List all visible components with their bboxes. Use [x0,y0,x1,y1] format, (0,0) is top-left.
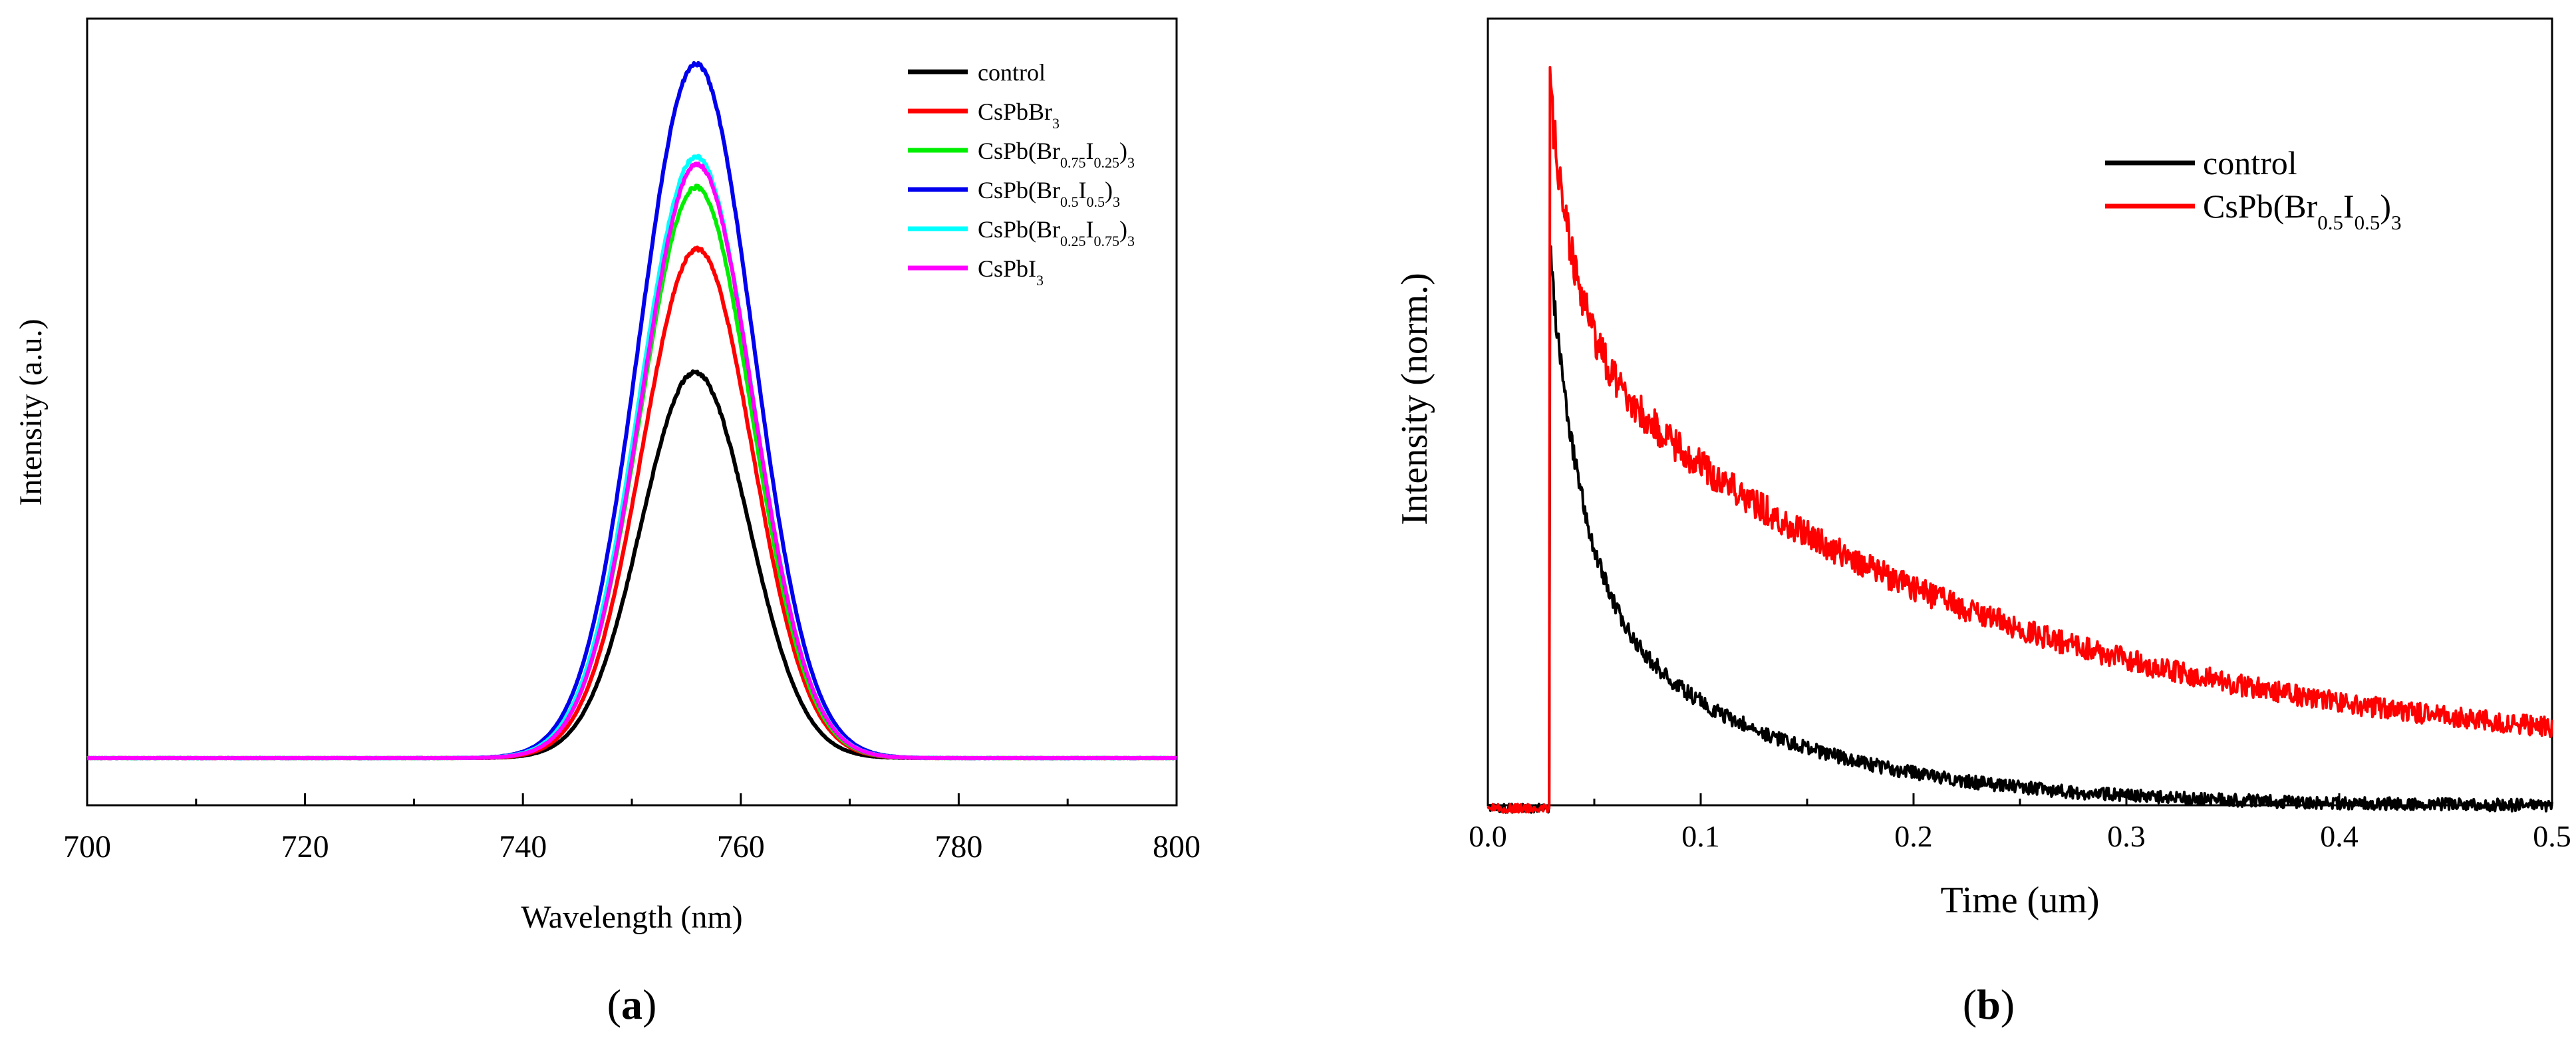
panel-b-series-line-2 [1487,66,2553,814]
panel-b-legend-label-2: CsPb(Br0.5I0.5)3 [2203,188,2402,234]
panel-a-x-tick-label: 700 [63,829,111,864]
panel-a-x-tick-label: 800 [1153,829,1201,864]
panel-b-series-line-1 [1487,245,2553,814]
panel-a-x-tick-label: 760 [717,829,765,864]
panel-a-series-line-6 [86,161,1178,761]
panel-a-legend: control CsPbBr3 CsPb(Br0.75I0.25)3 CsPb(Br0… [908,59,1135,289]
panel-b-x-axis: 0.0 0.1 0.2 0.3 0.4 0.5 [1469,793,2571,853]
panel-b-x-tick-label: 0.0 [1469,819,1507,853]
panel-a-x-tick-label: 740 [499,829,547,864]
panel-a-caption: (a) [607,981,657,1028]
panel-a-series [86,61,1178,761]
panel-a-x-axis: 700 720 740 760 780 800 [63,793,1201,864]
panel-a-y-axis-label: Intensity (a.u.) [13,319,49,505]
panel-a-x-axis-label: Wavelength (nm) [521,900,742,935]
panel-b-x-tick-label: 0.4 [2320,819,2359,853]
panel-b-x-axis-label: Time (um) [1940,880,2099,921]
panel-a-chart: 700 720 740 760 780 800 control CsPbBr3 CsPb(Br… [13,17,1201,1028]
panel-a-legend-label-2: CsPbBr3 [978,98,1060,132]
panel-b-caption: (b) [1963,981,2015,1028]
panel-a-legend-label-3: CsPb(Br0.75I0.25)3 [978,138,1135,171]
panel-a-legend-label-1: control [978,59,1046,86]
panel-a-legend-label-5: CsPb(Br0.25I0.75)3 [978,216,1135,249]
panel-b-legend-label-1: control [2203,144,2297,182]
panel-a-letter: a [621,981,643,1028]
panel-b-legend: control CsPb(Br0.5I0.5)3 [2105,144,2402,234]
panel-b-x-tick-label: 0.3 [2107,819,2146,853]
panel-b-x-tick-label: 0.1 [1681,819,1720,853]
panel-b-x-tick-label: 0.5 [2533,819,2571,853]
panel-b-x-tick-label: 0.2 [1894,819,1933,853]
panel-b-series [1487,66,2553,814]
panel-b-letter: b [1977,981,2001,1028]
panel-a-x-tick-label: 780 [934,829,982,864]
panel-a-legend-label-6: CsPbI3 [978,255,1044,289]
panel-a-legend-label-4: CsPb(Br0.5I0.5)3 [978,177,1120,210]
panel-b-chart: 0.0 0.1 0.2 0.3 0.4 0.5 control CsPb(Br0.5I0.5… [1394,17,2571,1028]
panel-a-x-tick-label: 720 [281,829,329,864]
panel-b-y-axis-label: Intensity (norm.) [1394,273,1435,525]
